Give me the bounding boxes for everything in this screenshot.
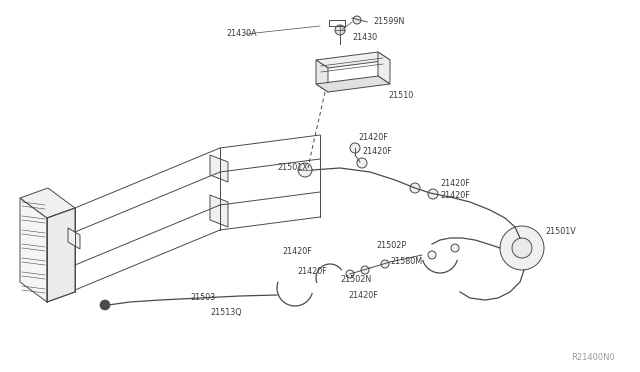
Circle shape bbox=[298, 163, 312, 177]
Polygon shape bbox=[316, 60, 328, 92]
Text: 21503: 21503 bbox=[190, 294, 215, 302]
Text: 21513Q: 21513Q bbox=[210, 308, 242, 317]
Circle shape bbox=[381, 260, 389, 268]
Circle shape bbox=[357, 158, 367, 168]
Circle shape bbox=[350, 143, 360, 153]
Text: 21420F: 21420F bbox=[440, 192, 470, 201]
Polygon shape bbox=[20, 198, 47, 302]
Text: 21502P: 21502P bbox=[376, 241, 406, 250]
Polygon shape bbox=[20, 188, 75, 218]
Polygon shape bbox=[316, 52, 390, 68]
Circle shape bbox=[335, 25, 345, 35]
Polygon shape bbox=[210, 155, 228, 182]
Text: 21420F: 21420F bbox=[358, 132, 388, 141]
Circle shape bbox=[512, 238, 532, 258]
Polygon shape bbox=[47, 208, 75, 302]
Polygon shape bbox=[68, 228, 80, 249]
Text: 21510: 21510 bbox=[388, 90, 413, 99]
Circle shape bbox=[428, 189, 438, 199]
Text: 21599N: 21599N bbox=[373, 17, 404, 26]
Text: 21420F: 21420F bbox=[362, 148, 392, 157]
Circle shape bbox=[361, 266, 369, 274]
Text: 21580M: 21580M bbox=[390, 257, 422, 266]
Polygon shape bbox=[316, 76, 390, 92]
Circle shape bbox=[410, 183, 420, 193]
Text: 21420F: 21420F bbox=[348, 291, 378, 299]
Circle shape bbox=[500, 226, 544, 270]
Text: 21430A: 21430A bbox=[226, 29, 257, 38]
Polygon shape bbox=[210, 195, 228, 227]
Circle shape bbox=[346, 270, 354, 278]
Text: 21420F: 21420F bbox=[297, 267, 327, 276]
Text: 21430: 21430 bbox=[352, 33, 377, 42]
Text: 21420F: 21420F bbox=[440, 179, 470, 187]
Circle shape bbox=[100, 300, 110, 310]
Polygon shape bbox=[378, 52, 390, 84]
Text: 21420F: 21420F bbox=[282, 247, 312, 257]
Circle shape bbox=[428, 251, 436, 259]
Circle shape bbox=[353, 16, 361, 24]
Text: 21501X: 21501X bbox=[277, 164, 308, 173]
Text: 21502N: 21502N bbox=[340, 276, 371, 285]
Circle shape bbox=[451, 244, 459, 252]
Text: 21501V: 21501V bbox=[545, 228, 576, 237]
Text: R21400N0: R21400N0 bbox=[572, 353, 615, 362]
